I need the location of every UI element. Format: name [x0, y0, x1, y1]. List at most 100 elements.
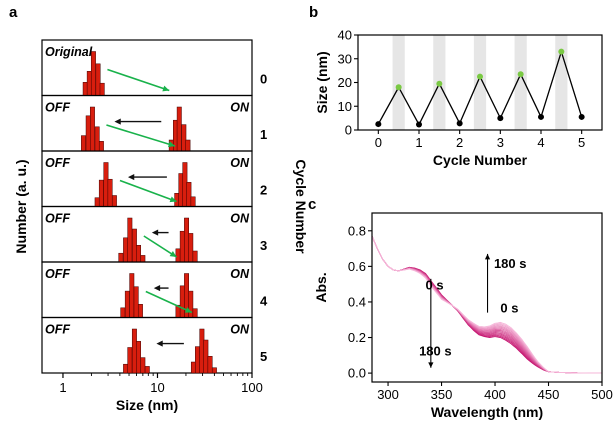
- right-axis-label: Cycle Number: [293, 159, 309, 254]
- row-right-state: ON: [230, 267, 250, 281]
- panel-a-histograms: Original 0 OFF ON 1 OFF ON 2 OFF ON 3 OFF ON 4 OFF ON 5 1…: [13, 39, 309, 413]
- shaded-on-band: [514, 35, 527, 130]
- histogram-bar: [118, 252, 124, 263]
- histogram-bar: [192, 308, 198, 318]
- row-left-state: OFF: [45, 323, 70, 337]
- histogram-bar: [99, 82, 105, 96]
- time-annotation: 180 s: [494, 256, 527, 271]
- on-state-point: [517, 71, 524, 78]
- histogram-frame: [41, 94, 253, 152]
- histogram-bar: [129, 273, 135, 318]
- histogram-bar: [85, 115, 91, 152]
- x-tick-label: 100: [241, 380, 263, 395]
- switch-arrow: [143, 235, 177, 258]
- x-tick-label: 500: [591, 387, 613, 402]
- off-state-point: [416, 121, 422, 128]
- histogram-bar: [123, 237, 129, 263]
- histogram-bar: [94, 197, 100, 207]
- histogram-bar: [98, 179, 104, 207]
- x-tick-label: 350: [431, 387, 453, 402]
- histogram-bar: [123, 363, 129, 374]
- y-axis-label: Number (a. u.): [13, 159, 29, 253]
- time-arrowhead: [428, 362, 434, 368]
- switch-arrow: [106, 124, 176, 147]
- row-left-state: OFF: [45, 156, 70, 170]
- histogram-bar: [190, 361, 196, 374]
- x-tick-label: 1: [415, 135, 422, 150]
- y-tick-label: 10: [338, 99, 352, 114]
- y-tick-label: 0: [345, 123, 352, 138]
- histogram-bar: [136, 245, 141, 263]
- histogram-frame: [41, 150, 253, 208]
- histogram-bar: [192, 250, 198, 263]
- histogram-frame: [41, 261, 253, 319]
- histogram-bar: [124, 290, 130, 318]
- histogram-bar: [86, 71, 92, 96]
- histogram-bar: [133, 286, 139, 318]
- switch-arrowhead: [184, 307, 192, 313]
- off-state-point: [578, 113, 585, 120]
- shaded-on-band: [473, 35, 487, 130]
- x-tick-label: 3: [497, 135, 504, 150]
- switch-arrow: [145, 290, 193, 314]
- on-state-point: [395, 84, 402, 91]
- row-right-state: ON: [230, 212, 250, 226]
- histogram-bar: [179, 230, 185, 263]
- shaded-on-band: [555, 35, 568, 130]
- histogram-bar: [174, 193, 180, 207]
- switch-arrowhead: [167, 141, 175, 148]
- row-right-state: ON: [230, 323, 250, 337]
- off-state-point: [497, 115, 504, 122]
- y-tick-label: 0.0: [348, 366, 366, 381]
- histogram-bar: [184, 217, 189, 263]
- cycle-number-label: 0: [260, 71, 267, 86]
- switch-arrowhead: [169, 251, 177, 257]
- row-right-state: ON: [230, 156, 250, 170]
- row-right-state: ON: [230, 101, 250, 115]
- x-axis-label: Cycle Number: [433, 152, 528, 168]
- histogram-bar: [179, 285, 185, 318]
- y-tick-label: 0.2: [348, 330, 366, 345]
- off-state-point: [538, 113, 544, 120]
- histogram-bar: [211, 367, 217, 374]
- histogram-bar: [140, 255, 146, 263]
- histogram-bar: [82, 82, 88, 96]
- y-axis-label: Size (nm): [314, 51, 330, 113]
- y-tick-label: 40: [338, 28, 352, 43]
- panel-b-size-vs-cycle: 0 1 2 3 4 5 0 10 20 30 40 Cycle Number Size (nm): [314, 28, 603, 168]
- on-state-point: [436, 80, 443, 87]
- histogram-bar: [137, 304, 143, 318]
- x-axis-label: Size (nm): [116, 397, 178, 413]
- plot-frame: [371, 212, 603, 383]
- cycle-number-label: 2: [260, 182, 267, 197]
- x-tick-label: 300: [377, 387, 399, 402]
- histogram-bar: [188, 290, 194, 318]
- histogram-bar: [190, 196, 196, 207]
- x-axis-label: Wavelength (nm): [431, 404, 543, 420]
- histogram-bar: [144, 366, 150, 374]
- cycle-number-label: 4: [260, 293, 268, 308]
- histogram-bar: [95, 63, 101, 96]
- y-tick-label: 0.4: [348, 294, 366, 309]
- cycle-number-label: 1: [260, 127, 267, 142]
- row-left-state: OFF: [45, 101, 70, 115]
- histogram-bar: [185, 139, 191, 152]
- histogram-bar: [182, 162, 188, 207]
- off-state-point: [456, 120, 463, 127]
- time-annotation: 180 s: [419, 343, 452, 358]
- x-tick-label: 1: [59, 380, 66, 395]
- y-tick-label: 0.8: [348, 223, 366, 238]
- histogram-bar: [140, 357, 146, 374]
- histogram-bar: [176, 106, 182, 152]
- time-arrowhead: [484, 253, 491, 260]
- histogram-bar: [127, 347, 133, 374]
- histogram-bar: [81, 135, 86, 152]
- absorbance-spectrum: [372, 235, 602, 374]
- y-tick-label: 30: [338, 51, 352, 66]
- histogram-frame: [41, 205, 253, 263]
- return-arrowhead: [153, 285, 161, 292]
- histogram-bar: [107, 178, 113, 207]
- x-tick-label: 400: [484, 387, 506, 402]
- switch-arrowhead: [169, 196, 177, 203]
